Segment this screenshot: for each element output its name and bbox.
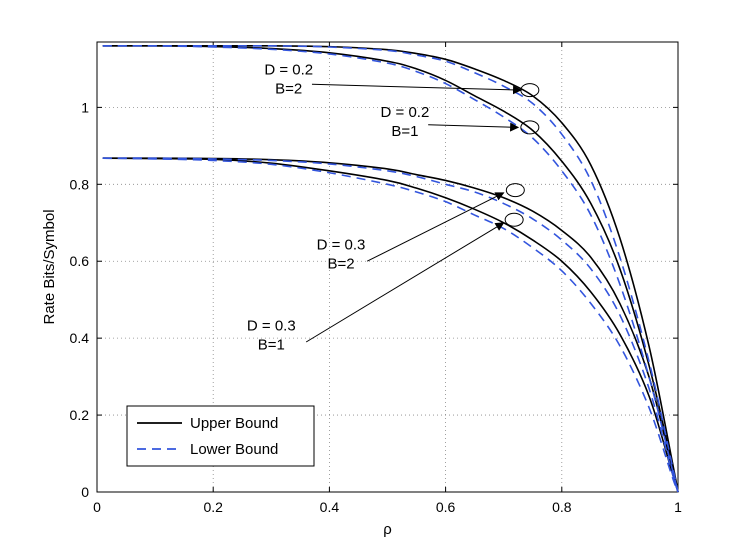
annotation-circle [504,212,524,227]
annotations: D = 0.2 B=2 D = 0.2 B=1 D = 0.3 B=2 D = 0.3 B=1 [247,62,540,353]
annotation-arrow [311,83,523,95]
annotation-label: D = 0.3 B=1 [247,317,296,353]
annotation-arrow [428,122,520,132]
annotation-line: D = 0.3 [247,317,296,334]
annotation-label: D = 0.3 B=2 [317,237,366,273]
annotation-circle [505,183,525,198]
upper-bound-line-1 [102,44,679,493]
annotation-arrow [366,192,505,262]
y-tick-label: 0.8 [70,176,90,192]
legend: Upper Bound Lower Bound [126,405,315,467]
annotation-line: B=1 [391,123,418,140]
annotation-circle [520,120,540,135]
lower-bound-line-5 [102,44,679,493]
x-tick-label: 0.2 [203,499,223,515]
annotation-line: B=2 [275,81,302,98]
annotation-arrow [305,222,505,343]
x-tick-label: 0.8 [552,499,572,515]
x-tick-label: 0.4 [320,499,340,515]
axis-ticks: 0 0.2 0.4 0.6 0.8 1 0 0.2 0.4 0.6 0.8 1 [70,42,682,515]
annotation-line: B=1 [258,336,285,353]
x-tick-label: 0.6 [436,499,456,515]
upper-bound-line-0 [102,44,679,493]
annotation-line: D = 0.2 [381,104,430,121]
y-axis-label: Rate Bits/Symbol [41,209,58,324]
annotation-label: D = 0.2 B=2 [264,62,313,98]
lower-bound-line-7 [102,157,679,493]
y-tick-label: 1 [81,99,89,115]
y-tick-label: 0 [81,484,89,500]
x-tick-label: 0 [93,499,101,515]
annotation-line: D = 0.3 [317,237,366,254]
annotation-line: B=2 [327,256,354,273]
upper-bound-line-3 [102,157,679,493]
y-tick-label: 0.2 [70,407,90,423]
legend-box [126,405,315,467]
legend-label: Upper Bound [190,415,278,432]
plot-frame [96,41,679,493]
x-axis-label: ρ [383,521,392,538]
annotation-label: D = 0.2 B=1 [381,104,430,140]
annotation-line: D = 0.2 [264,62,313,79]
legend-label: Lower Bound [190,441,278,458]
y-tick-label: 0.4 [70,330,90,346]
x-tick-label: 1 [674,499,682,515]
lower-bound-line-6 [102,157,679,493]
grid [97,42,678,492]
y-tick-label: 0.6 [70,253,90,269]
series-group [102,44,679,493]
